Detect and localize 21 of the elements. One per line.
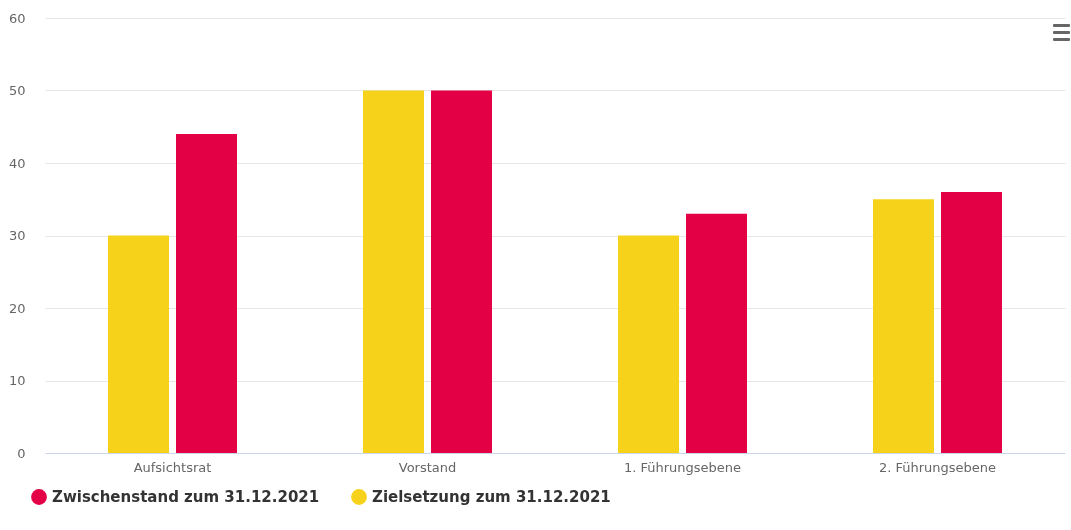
bar [431, 90, 492, 453]
legend-label: Zwischenstand zum 31.12.2021 [52, 488, 320, 506]
bar [873, 199, 934, 453]
y-tick-label: 60 [8, 10, 26, 26]
y-tick-label: 50 [8, 83, 26, 98]
y-tick-label: 40 [8, 155, 26, 171]
bar [618, 235, 679, 453]
bar [108, 235, 169, 453]
x-tick-label: Vorstand [398, 459, 457, 475]
bar [941, 192, 1002, 453]
y-tick-label: 20 [8, 300, 26, 316]
bar [176, 134, 237, 453]
x-tick-label: 1. Führungsebene [623, 459, 742, 475]
y-tick-label: 0 [17, 445, 26, 461]
bar [363, 90, 424, 453]
y-tick-label: 30 [8, 228, 26, 243]
bar [686, 213, 747, 453]
legend-label: Zielsetzung zum 31.12.2021 [372, 488, 611, 506]
x-tick-label: Aufsichtsrat [133, 459, 212, 475]
x-tick-label: 2. Führungsebene [878, 459, 997, 475]
y-tick-label: 10 [8, 373, 26, 388]
